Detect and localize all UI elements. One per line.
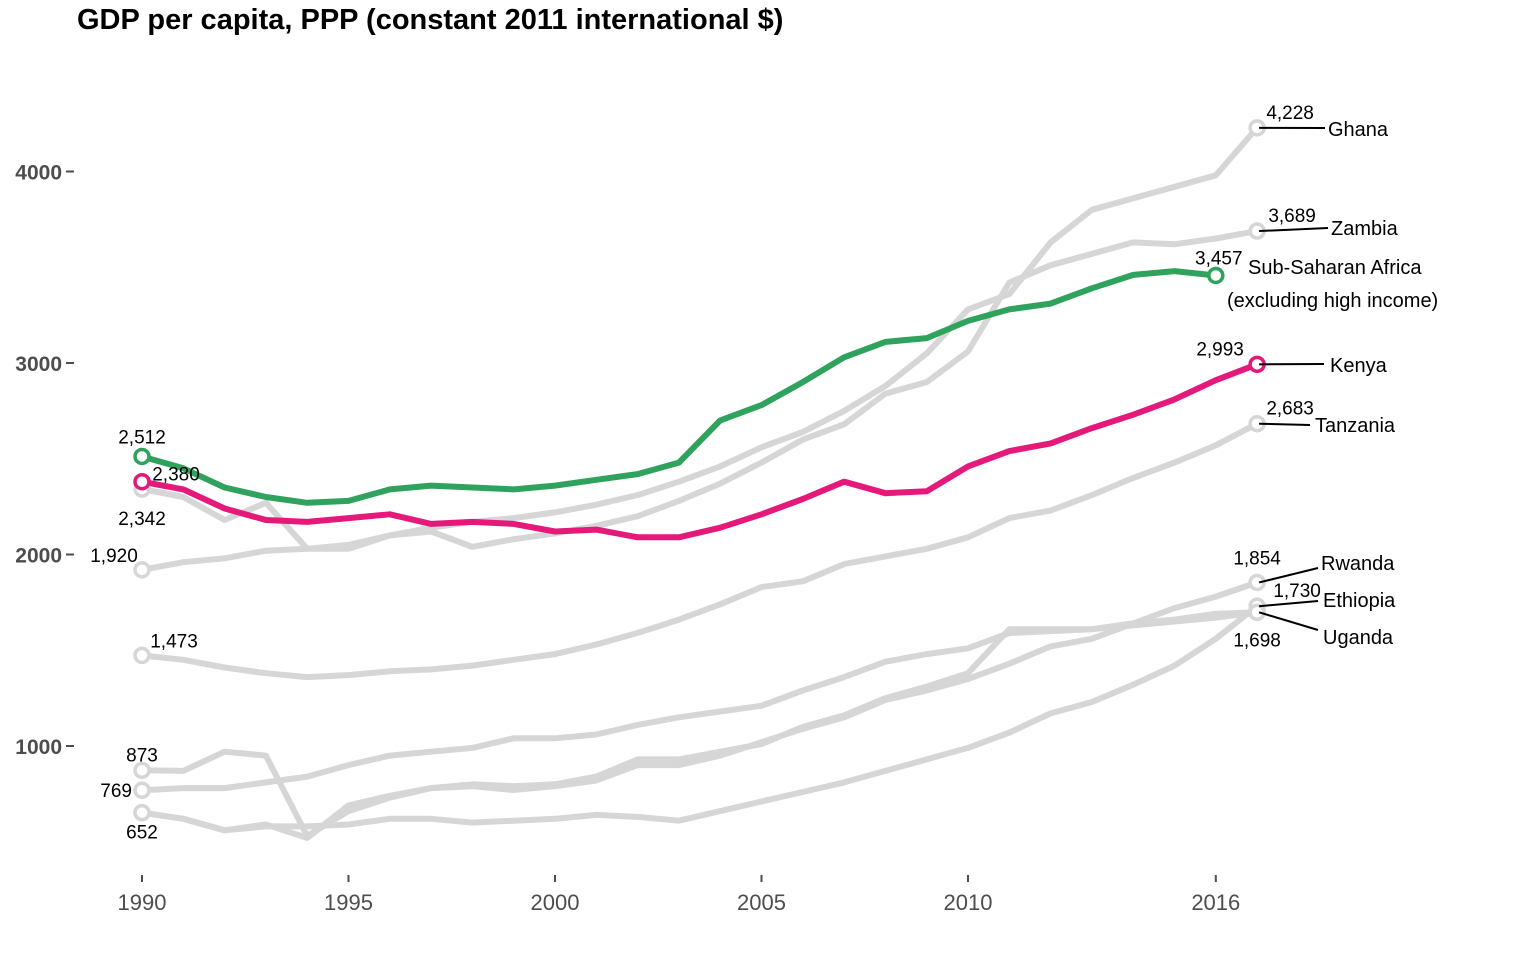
series-line (139, 228, 1261, 552)
series-start-point (133, 646, 151, 665)
y-axis: 1000 2000 3000 4000 (15, 162, 74, 759)
series-end-point (1248, 603, 1266, 622)
series-line (139, 268, 1219, 506)
series-start-label: 769 (100, 781, 132, 802)
series-name-label: Sub-Saharan Africa (1248, 257, 1422, 279)
chart-title: GDP per capita, PPP (constant 2011 inter… (77, 4, 783, 36)
series-start-point (133, 803, 151, 822)
series-end-label: 1,698 (1233, 630, 1281, 651)
series-end-point (1248, 573, 1266, 592)
y-tick-label: 1000 (15, 736, 62, 759)
series-name-label: Tanzania (1315, 415, 1396, 437)
series-start-point (133, 761, 151, 780)
x-axis: 1990 1995 2000 2005 2010 2016 (118, 875, 1240, 915)
series-line (139, 609, 1261, 794)
label-layer: 1,920 4,228 Ghana 2,342 3,689 Zambia 1,473 2,68… (90, 103, 1438, 844)
series-start-point (133, 561, 151, 579)
label-leader-line (1259, 600, 1319, 608)
series-name-label: Rwanda (1321, 553, 1395, 575)
label-leader-line (1258, 567, 1319, 584)
series-end-label: 1,730 (1273, 581, 1321, 602)
series-end-label: 2,683 (1266, 399, 1314, 420)
label-leader-line (1259, 227, 1329, 233)
series-line (139, 361, 1261, 541)
label-leader-line (1258, 611, 1319, 631)
series-line (139, 609, 1261, 839)
x-tick-label: 1995 (324, 890, 373, 915)
x-tick-label: 2010 (944, 890, 993, 915)
series-end-label: 4,228 (1266, 103, 1314, 124)
marker-layer (133, 119, 1266, 822)
series-line (139, 579, 1261, 841)
series-start-label: 1,920 (90, 546, 138, 567)
series-start-point (133, 781, 151, 799)
series-name-label: Ghana (1328, 119, 1389, 141)
series-name-label: Zambia (1331, 218, 1399, 240)
series-start-label: 2,342 (118, 509, 166, 530)
x-tick-label: 2000 (531, 890, 580, 915)
x-tick-label: 1990 (118, 890, 167, 915)
series-start-label: 2,380 (152, 465, 200, 486)
series-end-point (1207, 266, 1225, 285)
label-leader-line (1259, 422, 1311, 426)
series-name-label: Kenya (1330, 355, 1388, 377)
series-start-label: 873 (126, 745, 158, 766)
series-name-label: Ethiopia (1323, 590, 1396, 612)
series-layer (139, 124, 1261, 841)
y-tick-label: 3000 (15, 353, 62, 376)
series-name-label: Uganda (1323, 627, 1394, 649)
series-end-label: 3,457 (1195, 248, 1243, 269)
x-tick-label: 2016 (1191, 890, 1240, 915)
series-name-label-line2: (excluding high income) (1227, 290, 1438, 312)
series-end-label: 1,854 (1233, 548, 1281, 569)
series-start-label: 2,512 (118, 427, 166, 448)
series-line (139, 420, 1261, 681)
x-tick-label: 2005 (737, 890, 786, 915)
y-tick-label: 2000 (15, 545, 62, 568)
series-end-label: 3,689 (1268, 206, 1316, 227)
series-start-point (133, 447, 151, 466)
series-end-label: 2,993 (1196, 339, 1244, 360)
series-start-point (133, 472, 151, 491)
y-tick-label: 4000 (15, 162, 62, 185)
series-start-label: 1,473 (150, 631, 198, 652)
series-start-label: 652 (126, 823, 158, 844)
